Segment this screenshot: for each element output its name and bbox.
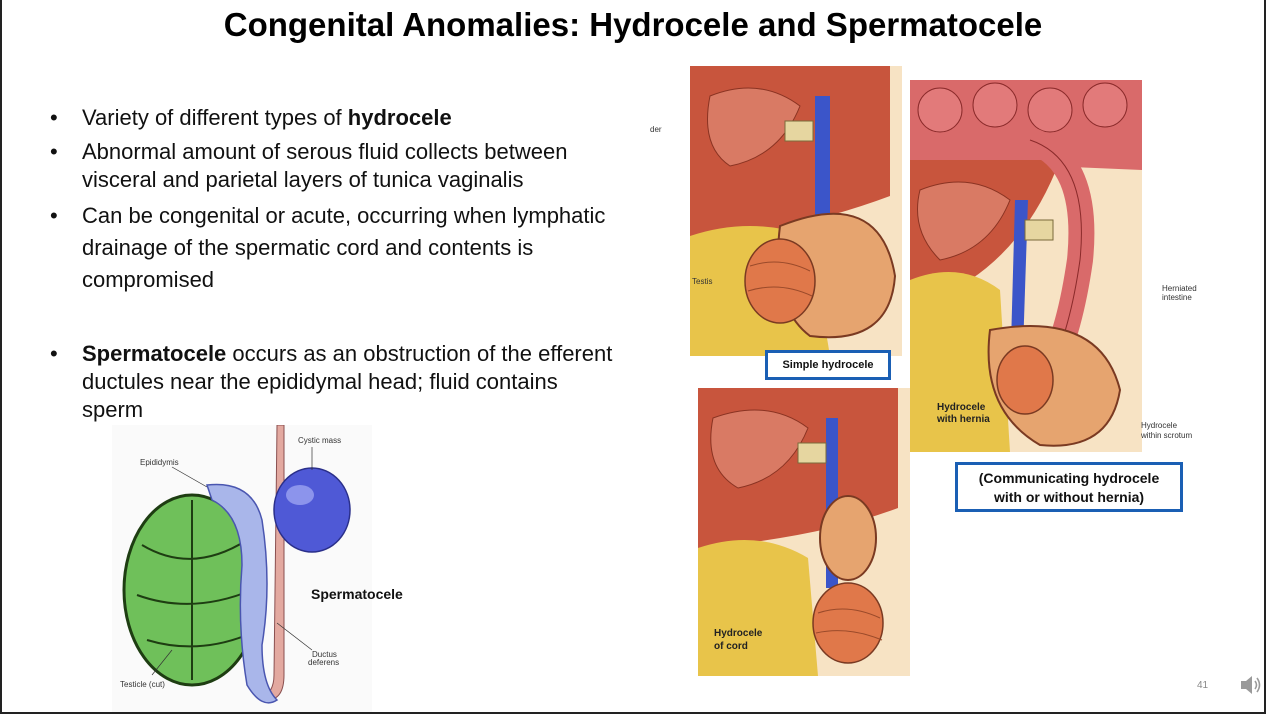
bullet-glyph: • [50, 203, 58, 228]
bullet-bold: Spermatocele [82, 341, 227, 366]
label-hydrocele-within-2: within scrotum [1141, 431, 1193, 440]
bullet-bold: hydrocele [347, 105, 452, 130]
label-epididymis: Epididymis [140, 458, 179, 467]
cord-hydrocele-illustration [698, 388, 910, 676]
bullet-item: • Variety of different types of hydrocel… [50, 104, 620, 132]
bullet-glyph: • [50, 341, 58, 366]
bullet-text: Abnormal amount of serous fluid collects… [82, 139, 568, 192]
label-hydrocele-within-1: Hydrocele [1141, 421, 1178, 430]
bullet-text: occurs as an obstruction of the efferent… [82, 341, 613, 422]
label-hydrocele-of-cord-1: Hydrocele [714, 628, 763, 639]
label-intestine: intestine [1162, 293, 1192, 302]
hernia-hydrocele-illustration [910, 80, 1142, 452]
simple-hydrocele-illustration [690, 66, 902, 356]
label-ductus: Ductus [312, 650, 337, 659]
speaker-icon[interactable] [1238, 672, 1264, 698]
bullet-glyph: • [50, 105, 58, 130]
spermatocele-caption: Spermatocele [311, 586, 403, 602]
label-herniated: Herniated [1162, 284, 1197, 293]
label-testis: Testis [692, 277, 713, 286]
communicating-hydrocele-box: (Communicating hydrocele with or without… [955, 462, 1183, 512]
bullet-list: • Variety of different types of hydrocel… [50, 104, 620, 430]
page-number: 41 [1197, 680, 1209, 691]
label-der: der [650, 125, 662, 134]
label-hydrocele-of-cord-2: of cord [714, 641, 748, 652]
label-hydrocele-with-hernia-1: Hydrocele [937, 402, 986, 413]
bullet-text: Can be congenital or acute, occurring wh… [82, 203, 606, 292]
slide-title: Congenital Anomalies: Hydrocele and Sper… [223, 6, 1043, 43]
bullet-item: • Abnormal amount of serous fluid collec… [50, 138, 620, 194]
spermatocele-illustration [112, 425, 372, 712]
communicating-line-1: (Communicating hydrocele [978, 470, 1160, 486]
bullet-item: • Spermatocele occurs as an obstruction … [50, 340, 620, 424]
simple-hydrocele-box: Simple hydrocele [765, 350, 891, 380]
label-deferens: deferens [308, 658, 340, 667]
bullet-item: • Can be congenital or acute, occurring … [50, 200, 620, 296]
label-cystic-mass: Cystic mass [298, 436, 342, 445]
label-hydrocele-with-hernia-2: with hernia [937, 414, 990, 425]
communicating-line-2: with or without hernia) [993, 489, 1145, 505]
bullet-text: Variety of different types of [82, 105, 348, 130]
bullet-glyph: • [50, 139, 58, 164]
label-testicle: Testicle (cut) [120, 680, 165, 689]
